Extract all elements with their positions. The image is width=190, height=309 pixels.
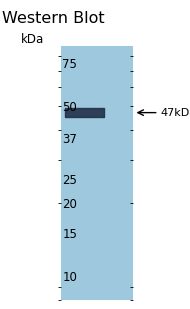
Text: 47kDa: 47kDa — [160, 108, 190, 118]
Text: kDa: kDa — [21, 33, 44, 46]
Text: Western Blot: Western Blot — [2, 11, 105, 26]
